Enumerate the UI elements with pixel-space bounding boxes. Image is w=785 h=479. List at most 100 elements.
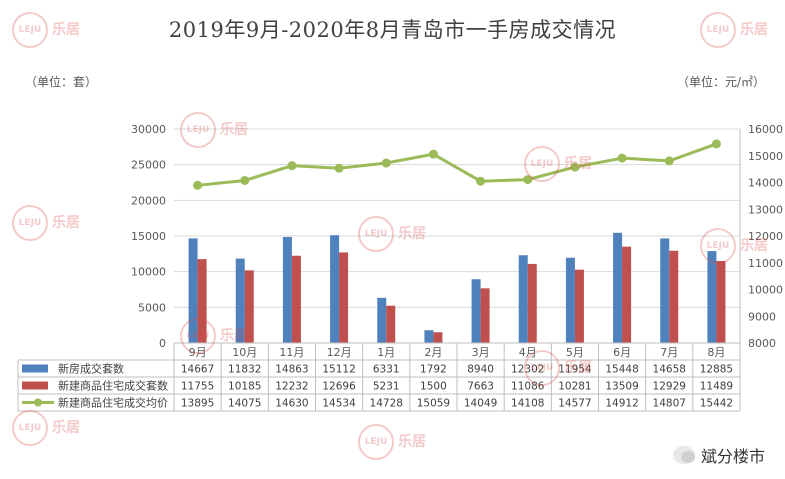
legend-swatch [22, 381, 48, 390]
table-value: 12696 [322, 381, 356, 393]
table-value: 15059 [417, 398, 450, 410]
table-value: 14577 [558, 398, 591, 410]
table-value: 15112 [322, 364, 355, 376]
line-point [240, 175, 250, 185]
table-value: 13895 [181, 398, 214, 410]
right-axis-tick-label: 10000 [748, 284, 783, 297]
bar-new-house [471, 279, 481, 343]
right-axis-tick-label: 11000 [748, 257, 783, 270]
bar-new-house [565, 257, 575, 343]
table-value: 13509 [605, 381, 638, 393]
left-axis-tick-label: 5000 [138, 301, 166, 314]
bar-residential [244, 270, 254, 343]
watermark-logo: LEJU 乐居 [358, 424, 432, 464]
table-value: 11489 [700, 381, 733, 393]
table-value: 14108 [511, 398, 544, 410]
table-value: 6331 [373, 364, 400, 376]
right-axis-tick-label: 12000 [748, 230, 783, 243]
watermark-logo: LEJU 乐居 [524, 146, 598, 186]
line-point [617, 153, 627, 163]
left-axis-unit: （单位：套） [25, 75, 98, 89]
bar-residential [339, 252, 349, 343]
watermark-logo: LEJU 乐居 [12, 410, 86, 450]
bar-new-house [330, 235, 340, 343]
table-value: 7663 [467, 381, 494, 393]
watermark-logo: LEJU 乐居 [12, 205, 86, 245]
x-tick-label: 7月 [660, 346, 678, 359]
table-value: 10281 [558, 381, 591, 393]
table-value: 14912 [605, 398, 638, 410]
legend-swatch [22, 364, 48, 373]
bar-residential [291, 255, 301, 343]
table-value: 14049 [464, 398, 497, 410]
line-point [476, 176, 486, 186]
table-value: 14075 [228, 398, 261, 410]
table-value: 14863 [275, 364, 308, 376]
line-point [664, 156, 674, 166]
bar-residential [622, 246, 632, 343]
watermark-logo: LEJU 乐居 [358, 216, 432, 256]
table-value: 11755 [181, 381, 214, 393]
table-value: 12232 [275, 381, 308, 393]
bar-residential [197, 259, 207, 343]
watermark-logo: LEJU 乐居 [180, 318, 254, 358]
bar-residential [386, 305, 396, 343]
table-value: 10185 [228, 381, 261, 393]
table-value: 5231 [373, 381, 400, 393]
bar-new-house [424, 330, 434, 343]
table-value: 14807 [653, 398, 686, 410]
left-axis-tick-label: 0 [159, 337, 166, 350]
right-axis-tick-label: 14000 [748, 177, 783, 190]
line-avg-price [197, 142, 717, 187]
bar-new-house [660, 238, 670, 343]
table-value: 11832 [228, 364, 261, 376]
right-axis-tick-label: 9000 [748, 310, 776, 323]
right-axis-tick-label: 13000 [748, 203, 783, 216]
left-axis-tick-label: 10000 [131, 266, 166, 279]
legend-swatch [34, 398, 42, 407]
left-axis-tick-label: 25000 [131, 159, 166, 172]
right-axis-tick-label: 8000 [748, 337, 776, 350]
bar-residential [716, 261, 726, 343]
wechat-icon [672, 446, 695, 464]
bar-new-house [188, 238, 198, 343]
line-point [334, 163, 344, 173]
table-value: 14667 [181, 364, 214, 376]
line-point [381, 158, 391, 168]
x-tick-label: 11月 [279, 346, 304, 359]
watermark-logo: LEJU 乐居 [700, 228, 774, 268]
line-point [287, 161, 297, 171]
table-value: 14658 [653, 364, 686, 376]
x-tick-label: 3月 [472, 346, 490, 359]
bar-new-house [282, 236, 292, 343]
legend-label: 新建商品住宅成交套数 [58, 379, 168, 393]
x-tick-label: 2月 [424, 346, 442, 359]
right-axis-unit: （单位：元/㎡） [676, 75, 765, 89]
left-axis-tick-label: 15000 [131, 230, 166, 243]
watermark-logo: LEJU 乐居 [524, 350, 598, 390]
left-axis-tick-label: 20000 [131, 194, 166, 207]
chart-title: 2019年9月-2020年8月青岛市一手房成交情况 [168, 18, 617, 42]
legend-label: 新建商品住宅成交均价 [58, 396, 168, 410]
watermark-logo: LEJU 乐居 [180, 112, 254, 152]
table-value: 14630 [275, 398, 308, 410]
x-tick-label: 6月 [613, 346, 631, 359]
bar-residential [527, 263, 537, 343]
x-tick-label: 10月 [232, 346, 257, 359]
x-tick-label: 1月 [377, 346, 395, 359]
bar-residential [433, 332, 443, 343]
table-value: 12929 [653, 381, 686, 393]
line-point [570, 162, 580, 172]
bar-new-house [518, 255, 528, 343]
table-value: 11954 [558, 364, 592, 376]
bar-residential [480, 288, 490, 343]
watermark-logo: LEJU 乐居 [700, 12, 774, 52]
table-value: 1500 [420, 381, 447, 393]
table-value: 14728 [370, 398, 403, 410]
table-value: 15442 [700, 398, 733, 410]
bar-new-house [377, 297, 387, 343]
right-axis-tick-label: 15000 [748, 150, 783, 163]
watermark-logo: LEJU 乐居 [12, 12, 86, 52]
bar-new-house [707, 251, 717, 343]
